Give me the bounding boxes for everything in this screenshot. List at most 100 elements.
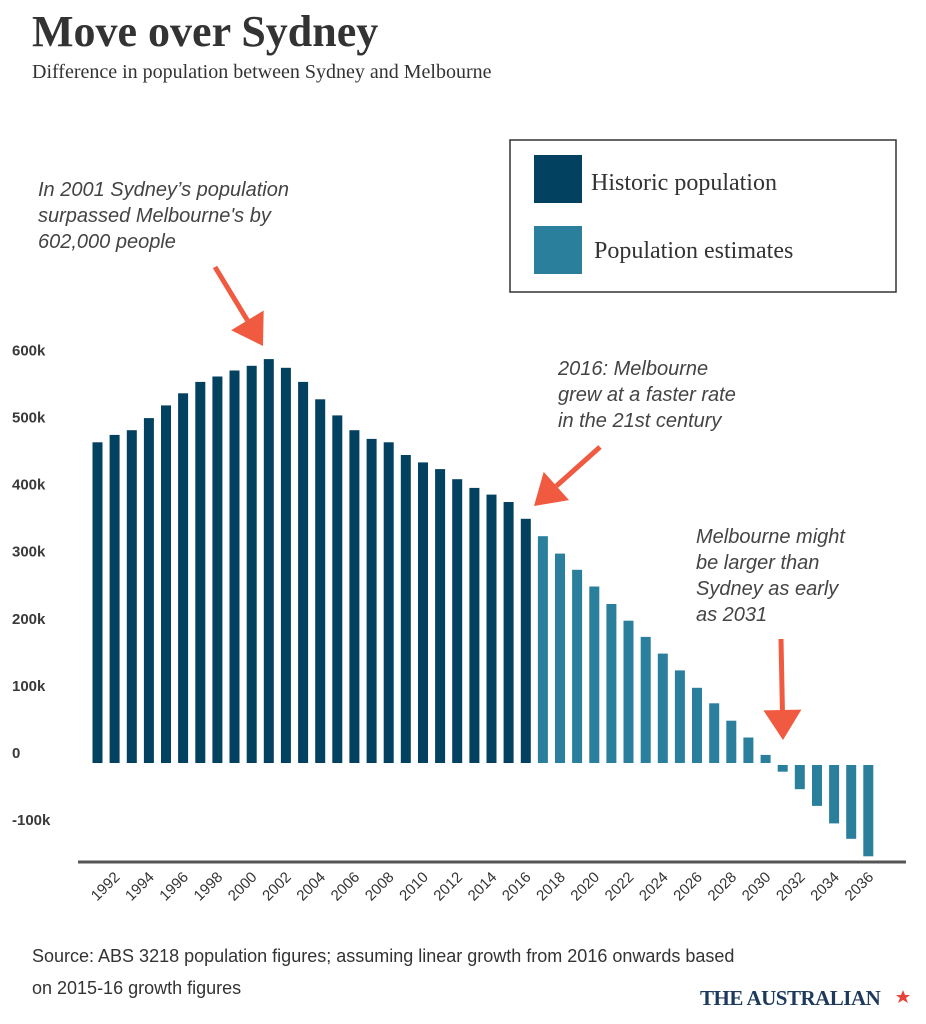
- x-tick-label: 1992: [88, 869, 124, 905]
- bar-1999: [229, 370, 240, 763]
- y-tick-label: 100k: [12, 678, 46, 695]
- legend-swatch-estimates: [534, 226, 582, 274]
- bar-2031: [777, 765, 788, 772]
- x-tick-label: 2000: [225, 869, 261, 905]
- x-tick-label: 2004: [293, 869, 329, 905]
- bar-1998: [212, 376, 223, 763]
- annotations: In 2001 Sydney’s population surpassed Mel…: [38, 179, 846, 740]
- bar-2033: [812, 765, 822, 806]
- y-axis: 600k 500k 400k 300k 200k 100k 0 -100k: [12, 342, 51, 829]
- x-tick-label: 2020: [567, 869, 603, 905]
- annotation-1-line: 602,000 people: [38, 231, 176, 253]
- bar-2001: [263, 359, 274, 763]
- annotation-3-line: as 2031: [696, 604, 767, 626]
- bar-1995: [161, 405, 171, 763]
- legend-swatch-historic: [534, 155, 582, 203]
- bar-2026: [692, 687, 702, 763]
- bar-2036: [863, 765, 874, 857]
- legend: Historic population Population estimates: [509, 139, 897, 293]
- bar-2017: [537, 536, 548, 763]
- bar-1997: [195, 381, 206, 763]
- annotation-2-line: in the 21st century: [558, 410, 722, 432]
- annotation-3-line: Sydney as early: [696, 578, 839, 600]
- y-tick-label: 300k: [12, 544, 46, 561]
- arrow-2031-icon: [763, 638, 802, 740]
- annotation-3-line: be larger than: [696, 552, 819, 574]
- bar-1994: [143, 418, 154, 763]
- bar-1993: [126, 430, 137, 763]
- x-tick-label: 2002: [259, 869, 295, 905]
- source-line-2: on 2015-16 growth figures: [32, 978, 241, 998]
- bar-2024: [657, 653, 668, 763]
- x-tick-label: 2010: [396, 869, 432, 905]
- bar-2027: [709, 703, 720, 763]
- bar-1991: [92, 442, 103, 763]
- x-tick-label: 1998: [191, 869, 227, 905]
- y-tick-label: 0: [12, 745, 20, 762]
- bars: [92, 359, 874, 857]
- annotation-3-line: Melbourne might: [696, 526, 846, 548]
- x-tick-label: 2024: [636, 869, 672, 905]
- x-tick-label: 2014: [465, 869, 501, 905]
- x-tick-label: 1994: [122, 869, 158, 905]
- x-tick-label: 2016: [499, 869, 535, 905]
- bar-2034: [829, 765, 840, 824]
- bar-2032: [794, 765, 805, 790]
- chart-subtitle: Difference in population between Sydney …: [32, 61, 492, 83]
- bar-2005: [332, 415, 343, 763]
- legend-label-historic: Historic population: [591, 170, 777, 196]
- bar-1992: [109, 434, 120, 763]
- bar-2028: [726, 720, 737, 763]
- bar-2016: [520, 518, 531, 763]
- logo-text: THE AUSTRALIAN: [700, 986, 881, 1010]
- x-tick-label: 2026: [670, 869, 706, 905]
- arrow-2001-icon: [212, 265, 264, 346]
- bar-2010: [418, 462, 428, 763]
- bar-2029: [743, 737, 754, 763]
- legend-label-estimates: Population estimates: [594, 238, 793, 264]
- source-line-1: Source: ABS 3218 population figures; ass…: [32, 946, 734, 966]
- annotation-1-line: surpassed Melbourne's by: [38, 205, 272, 227]
- bar-2006: [349, 430, 360, 763]
- bar-2008: [383, 442, 394, 763]
- bar-2002: [280, 367, 291, 763]
- bar-2035: [846, 765, 857, 839]
- y-tick-label: 500k: [12, 410, 46, 427]
- bar-2009: [400, 455, 411, 763]
- bar-2011: [435, 469, 446, 763]
- bar-2013: [469, 487, 480, 763]
- x-tick-label: 2028: [705, 869, 741, 905]
- bar-2025: [674, 670, 685, 763]
- x-tick-label: 2008: [362, 869, 398, 905]
- x-tick-label: 2018: [533, 869, 569, 905]
- annotation-2-line: 2016: Melbourne: [557, 358, 708, 380]
- bar-2003: [298, 381, 309, 763]
- bar-2018: [555, 553, 565, 763]
- bar-1996: [178, 393, 189, 763]
- annotation-1-line: In 2001 Sydney’s population: [38, 179, 289, 201]
- star-icon: [896, 990, 910, 1003]
- x-tick-label: 2030: [739, 869, 775, 905]
- source-note: Source: ABS 3218 population figures; ass…: [32, 946, 734, 998]
- bar-2022: [623, 620, 634, 763]
- bar-2019: [572, 569, 583, 763]
- x-tick-label: 2022: [602, 869, 638, 905]
- x-tick-label: 2032: [773, 869, 809, 905]
- bar-2020: [589, 586, 600, 763]
- annotation-2-line: grew at a faster rate: [558, 384, 736, 406]
- x-tick-label: 1996: [156, 869, 192, 905]
- bar-2007: [366, 438, 377, 763]
- arrow-2016-icon: [534, 445, 602, 506]
- x-tick-label: 2034: [807, 869, 843, 905]
- y-tick-label: 600k: [12, 342, 46, 359]
- chart-title: Move over Sydney: [32, 7, 378, 56]
- x-axis: 1992199419961998200020022004200620082010…: [88, 869, 877, 905]
- x-tick-label: 2036: [842, 869, 878, 905]
- y-tick-label: 200k: [12, 611, 46, 628]
- y-tick-label: 400k: [12, 477, 46, 494]
- bar-2000: [246, 365, 257, 763]
- y-tick-label: -100k: [12, 812, 51, 829]
- x-tick-label: 2012: [430, 869, 466, 905]
- bar-2004: [315, 399, 326, 763]
